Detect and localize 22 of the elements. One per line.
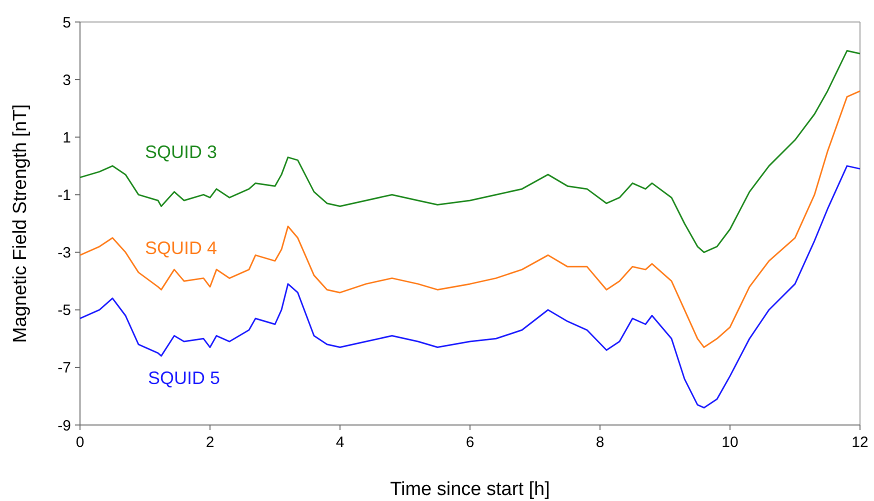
y-tick-label: 1: [62, 129, 71, 146]
x-tick-label: 10: [722, 434, 738, 451]
y-tick-label: 3: [62, 72, 71, 89]
y-tick-label: -5: [58, 302, 71, 320]
y-tick-label: -9: [58, 417, 71, 434]
line-series: [79, 90, 861, 348]
x-tick-label: 2: [206, 434, 214, 451]
x-tick-label: 0: [76, 434, 84, 451]
x-tick-label: 8: [596, 434, 604, 451]
y-tick-label: -3: [58, 244, 71, 262]
series-label: SQUID 3: [145, 142, 218, 162]
x-tick-label: 4: [336, 434, 344, 451]
series-label: SQUID 4: [145, 238, 218, 258]
x-axis-title: Time since start [h]: [390, 479, 550, 500]
x-tick-label: 12: [852, 434, 868, 451]
y-axis-title: Magnetic Field Strength [nT]: [10, 104, 31, 343]
line-series: [79, 165, 861, 408]
series-label: SQUID 5: [148, 368, 220, 388]
y-tick-label: 5: [62, 14, 71, 32]
y-tick-label: -7: [58, 360, 71, 377]
x-tick-label: 6: [466, 434, 474, 451]
y-tick-label: -1: [58, 186, 71, 204]
